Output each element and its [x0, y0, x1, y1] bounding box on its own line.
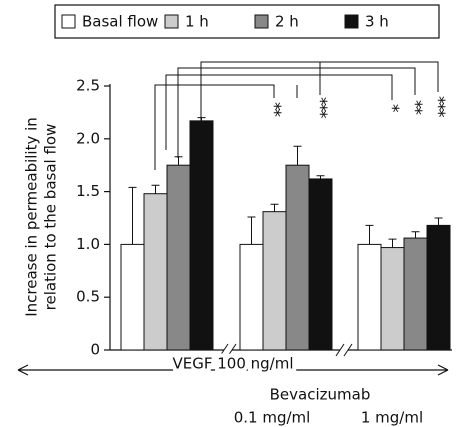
y-axis-label: relation to the basal flow: [42, 124, 60, 311]
y-axis-label: Increase in permeability in: [23, 117, 41, 317]
bar: [239, 243, 264, 351]
y-tick-label: 2.5: [76, 77, 100, 95]
significance-star: ***: [310, 97, 330, 118]
error-bar: [128, 186, 137, 245]
axis-break: [219, 343, 353, 357]
error-bar: [365, 224, 374, 245]
error-bar: [247, 216, 256, 245]
bar: [308, 178, 333, 351]
y-tick-label: 1.5: [76, 182, 100, 200]
group-label: Bevacizumab: [270, 386, 371, 404]
y-tick-label: 1.0: [76, 235, 100, 253]
legend-swatch: [164, 14, 179, 29]
significance-star: **: [264, 102, 284, 117]
legend-label: 1 h: [185, 13, 209, 31]
bar: [403, 237, 428, 351]
x-tick-label: 1 mg/ml: [361, 409, 423, 427]
legend-box: [54, 4, 440, 39]
error-bar: [411, 231, 420, 239]
legend-swatch: [344, 14, 359, 29]
bar: [357, 243, 382, 351]
error-bar: [434, 217, 443, 226]
significance-star: ***: [428, 96, 448, 117]
error-bar: [316, 175, 325, 179]
legend-label: 2 h: [275, 13, 299, 31]
y-tick-label: 2.0: [76, 129, 100, 147]
x-tick-label: 0.1 mg/ml: [234, 409, 311, 427]
legend-label: Basal flow: [82, 13, 158, 31]
bar: [380, 247, 405, 351]
error-bar: [388, 238, 397, 248]
x-axis-label: VEGF 100 ng/ml: [172, 355, 293, 373]
legend-swatch: [61, 14, 76, 29]
bar: [166, 164, 191, 351]
error-bar: [197, 117, 206, 121]
error-bar: [293, 145, 302, 166]
arrow: [17, 364, 449, 376]
bar: [189, 120, 214, 351]
bar: [120, 243, 145, 351]
bar: [426, 224, 451, 351]
significance-star: **: [405, 100, 425, 115]
error-bar: [174, 156, 183, 166]
significance-bracket: [154, 61, 439, 170]
legend-label: 3 h: [365, 13, 389, 31]
bar: [285, 164, 310, 351]
significance-star: *: [382, 104, 402, 112]
y-tick-label: 0.5: [76, 288, 100, 306]
legend-swatch: [254, 14, 269, 29]
error-bar: [270, 203, 279, 212]
error-bar: [151, 184, 160, 194]
bar: [143, 193, 168, 351]
bar: [262, 211, 287, 351]
y-tick-label: 0: [90, 341, 100, 359]
